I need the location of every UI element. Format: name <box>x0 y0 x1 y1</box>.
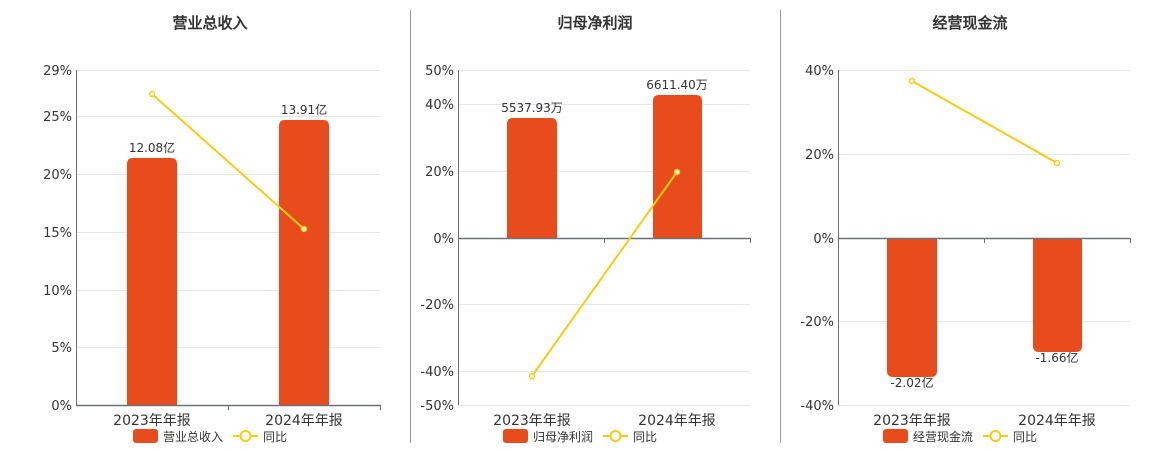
bar-label: 5537.93万 <box>501 101 563 115</box>
legend-bar-swatch <box>133 429 158 443</box>
bar-2023[interactable] <box>887 238 937 377</box>
bar-label: -1.66亿 <box>1035 350 1078 365</box>
y-tick: 10% <box>43 284 72 299</box>
svg-text:40%: 40% <box>805 64 834 79</box>
legend-line-label: 同比 <box>633 430 657 444</box>
legend-bar-label: 经营现金流 <box>913 429 973 444</box>
bar-2023[interactable] <box>507 118 557 238</box>
legend-line-swatch <box>989 430 1002 442</box>
x-tick: 2023年年报 <box>493 413 571 429</box>
bar-label: 6611.40万 <box>646 78 708 92</box>
legend-line-swatch <box>239 430 252 442</box>
legend[interactable]: 经营现金流 同比 <box>883 429 1037 444</box>
x-tick: 2024年年报 <box>265 413 343 429</box>
svg-text:0%: 0% <box>813 232 834 247</box>
bar-label: 12.08亿 <box>129 140 175 155</box>
chart-title: 营业总收入 <box>172 14 248 32</box>
y-tick: 29% <box>43 64 72 79</box>
y-tick: 25% <box>43 110 72 125</box>
legend[interactable]: 营业总收入 同比 <box>133 429 287 444</box>
svg-text:20%: 20% <box>805 148 834 163</box>
legend-bar-swatch <box>883 429 908 443</box>
bar-2023[interactable] <box>127 158 177 405</box>
yoy-point[interactable] <box>908 77 916 85</box>
net-profit-chart: 50% 40% 20% 0% -20% -40% -50% 5537.93万 6… <box>420 64 751 444</box>
svg-text:20%: 20% <box>425 165 454 180</box>
yoy-point[interactable] <box>1053 159 1061 167</box>
x-tick: 2024年年报 <box>1018 413 1096 429</box>
svg-text:-40%: -40% <box>800 399 834 414</box>
revenue-chart: 29% 25% 20% 15% 10% 5% 0% 12.08亿 13.91亿 … <box>43 64 381 444</box>
svg-text:-20%: -20% <box>420 298 454 313</box>
legend-bar-swatch <box>503 429 528 443</box>
svg-text:-50%: -50% <box>420 399 454 414</box>
revenue-chart-panel: 营业总收入 29% 25% 20% 15% 10% 5% 0% 12.08亿 1… <box>0 0 410 450</box>
y-tick-labels: 40% 20% 0% -20% -40% <box>800 64 834 414</box>
legend-line-swatch <box>609 430 622 442</box>
svg-text:0%: 0% <box>433 232 454 247</box>
divider <box>780 10 781 443</box>
y-tick: 5% <box>51 341 72 356</box>
gridlines <box>76 70 380 348</box>
chart-title: 经营现金流 <box>932 14 1008 32</box>
yoy-line <box>531 171 678 377</box>
y-tick-labels: 50% 40% 20% 0% -20% -40% -50% <box>420 64 454 414</box>
yoy-line <box>151 93 305 230</box>
legend-line-label: 同比 <box>1013 430 1037 444</box>
y-tick: 0% <box>51 399 72 414</box>
yoy-point[interactable] <box>528 372 536 380</box>
y-tick: 15% <box>43 226 72 241</box>
yoy-point[interactable] <box>673 168 681 176</box>
svg-text:50%: 50% <box>425 64 454 79</box>
net-profit-chart-panel: 归母净利润 50% 40% 20% 0% -20% -40% -50% 5537… <box>420 14 751 444</box>
legend-bar-label: 营业总收入 <box>163 430 223 444</box>
x-tick: 2023年年报 <box>113 413 191 429</box>
yoy-point[interactable] <box>148 90 156 98</box>
bar-2024[interactable] <box>653 95 702 238</box>
chart-title: 归母净利润 <box>557 14 633 32</box>
bar-2024[interactable] <box>279 120 329 405</box>
legend-bar-label: 归母净利润 <box>533 430 593 444</box>
x-tick: 2023年年报 <box>873 413 951 429</box>
legend[interactable]: 归母净利润 同比 <box>503 429 657 444</box>
yoy-line <box>911 80 1058 164</box>
bar-label: -2.02亿 <box>890 375 933 390</box>
svg-text:-40%: -40% <box>420 365 454 380</box>
svg-text:-20%: -20% <box>800 315 834 330</box>
y-tick-labels: 29% 25% 20% 15% 10% 5% 0% <box>43 64 72 414</box>
legend-line-label: 同比 <box>263 430 287 444</box>
yoy-point[interactable] <box>300 225 308 233</box>
divider <box>410 10 411 443</box>
y-tick: 20% <box>43 168 72 183</box>
x-tick: 2024年年报 <box>638 413 716 429</box>
svg-text:40%: 40% <box>425 98 454 113</box>
bar-2024[interactable] <box>1033 238 1082 352</box>
bar-label: 13.91亿 <box>281 102 327 117</box>
